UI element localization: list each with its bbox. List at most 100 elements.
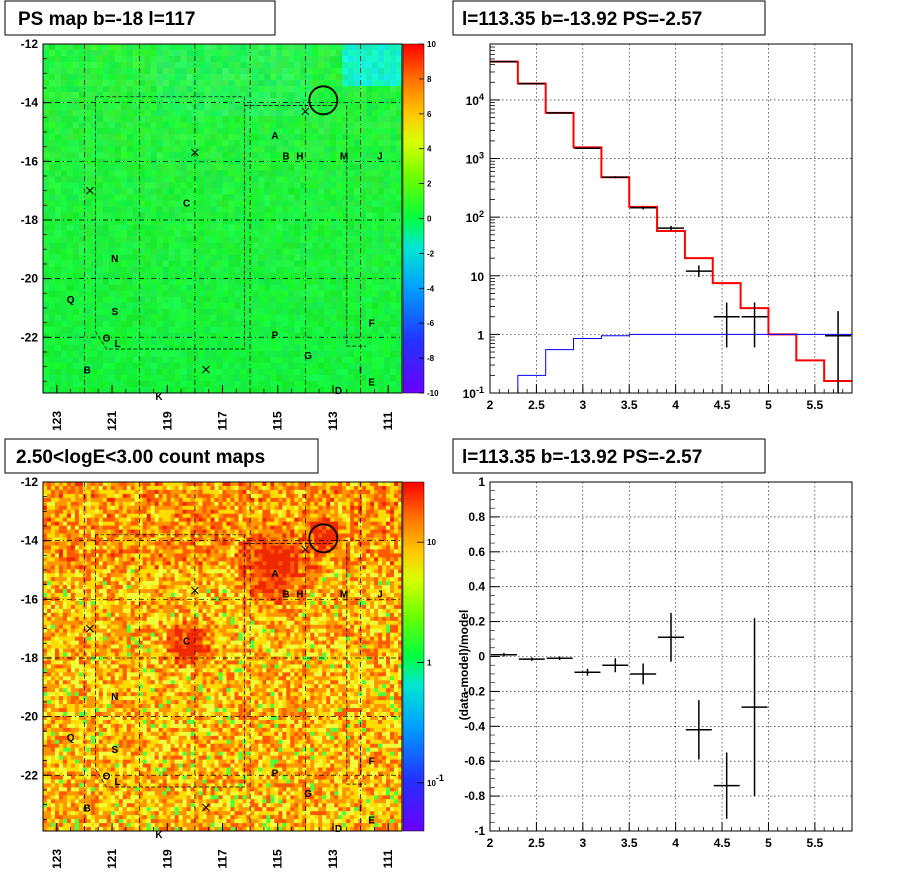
- map-pixel: [73, 62, 79, 68]
- map-pixel: [67, 309, 73, 315]
- map-pixel: [396, 291, 402, 297]
- map-pixel: [234, 530, 238, 534]
- map-pixel: [167, 534, 171, 538]
- map-pixel: [278, 490, 282, 494]
- map-pixel: [230, 494, 234, 498]
- map-pixel: [159, 510, 163, 514]
- map-pixel: [67, 494, 71, 498]
- map-pixel: [258, 92, 264, 98]
- map-pixel: [73, 104, 79, 110]
- map-pixel: [330, 321, 336, 327]
- map-pixel: [217, 80, 223, 86]
- map-pixel: [61, 74, 67, 80]
- map-pixel: [151, 494, 155, 498]
- map-pixel: [390, 104, 396, 110]
- map-pixel: [338, 482, 342, 486]
- map-pixel: [384, 92, 390, 98]
- source-label: O: [103, 333, 111, 344]
- map-pixel: [135, 494, 139, 498]
- map-pixel: [139, 182, 145, 188]
- map-pixel: [43, 357, 49, 363]
- map-pixel: [354, 74, 360, 80]
- map-pixel: [348, 243, 354, 249]
- map-pixel: [85, 200, 91, 206]
- map-pixel: [175, 375, 181, 381]
- map-pixel: [219, 482, 223, 486]
- map-pixel: [121, 68, 127, 74]
- map-pixel: [157, 194, 163, 200]
- y-tick-label: 102: [466, 209, 484, 225]
- map-pixel: [396, 182, 402, 188]
- map-pixel: [55, 486, 59, 490]
- spectrum-title: l=113.35 b=-13.92 PS=-2.57: [462, 9, 702, 30]
- map-pixel: [211, 333, 217, 339]
- map-pixel: [312, 387, 318, 393]
- map-pixel: [145, 219, 151, 225]
- map-pixel: [121, 116, 127, 122]
- map-pixel: [258, 369, 264, 375]
- map-pixel: [55, 381, 61, 387]
- map-pixel: [262, 526, 266, 530]
- map-pixel: [103, 321, 109, 327]
- map-pixel: [312, 128, 318, 134]
- map-pixel: [246, 164, 252, 170]
- map-pixel: [151, 152, 157, 158]
- map-pixel: [211, 225, 217, 231]
- map-pixel: [67, 146, 73, 152]
- map-pixel: [252, 80, 258, 86]
- map-pixel: [151, 134, 157, 140]
- map-pixel: [193, 80, 199, 86]
- source-label: E: [368, 377, 375, 388]
- map-pixel: [145, 194, 151, 200]
- map-pixel: [342, 327, 348, 333]
- map-pixel: [258, 128, 264, 134]
- map-pixel: [372, 273, 378, 279]
- map-pixel: [187, 315, 193, 321]
- map-pixel: [127, 104, 133, 110]
- map-pixel: [109, 140, 115, 146]
- map-pixel: [115, 482, 119, 486]
- map-pixel: [310, 486, 314, 490]
- map-pixel: [252, 285, 258, 291]
- map-pixel: [370, 494, 374, 498]
- map-pixel: [318, 494, 322, 498]
- map-pixel: [75, 494, 79, 498]
- map-pixel: [314, 486, 318, 490]
- map-pixel: [163, 50, 169, 56]
- map-pixel: [91, 261, 97, 267]
- map-pixel: [294, 104, 300, 110]
- map-pixel: [191, 526, 195, 530]
- map-pixel: [211, 206, 217, 212]
- map-pixel: [151, 369, 157, 375]
- map-pixel: [175, 285, 181, 291]
- map-pixel: [61, 375, 67, 381]
- map-pixel: [302, 526, 306, 530]
- map-pixel: [330, 212, 336, 218]
- map-pixel: [73, 279, 79, 285]
- map-pixel: [127, 486, 131, 490]
- map-pixel: [276, 279, 282, 285]
- map-pixel: [217, 74, 223, 80]
- map-pixel: [127, 92, 133, 98]
- map-pixel: [366, 225, 372, 231]
- map-pixel: [354, 273, 360, 279]
- map-pixel: [372, 309, 378, 315]
- map-pixel: [330, 279, 336, 285]
- map-pixel: [276, 170, 282, 176]
- map-pixel: [193, 50, 199, 56]
- map-pixel: [254, 506, 258, 510]
- map-pixel: [290, 510, 294, 514]
- map-pixel: [336, 339, 342, 345]
- x-tick-label: 2.5: [528, 398, 545, 412]
- map-pixel: [73, 333, 79, 339]
- map-pixel: [43, 110, 49, 116]
- map-pixel: [171, 498, 175, 502]
- map-pixel: [175, 176, 181, 182]
- map-pixel: [199, 498, 203, 502]
- map-pixel: [139, 255, 145, 261]
- map-pixel: [266, 530, 270, 534]
- map-pixel: [223, 502, 227, 506]
- map-pixel: [258, 243, 264, 249]
- map-pixel: [228, 176, 234, 182]
- map-pixel: [270, 74, 276, 80]
